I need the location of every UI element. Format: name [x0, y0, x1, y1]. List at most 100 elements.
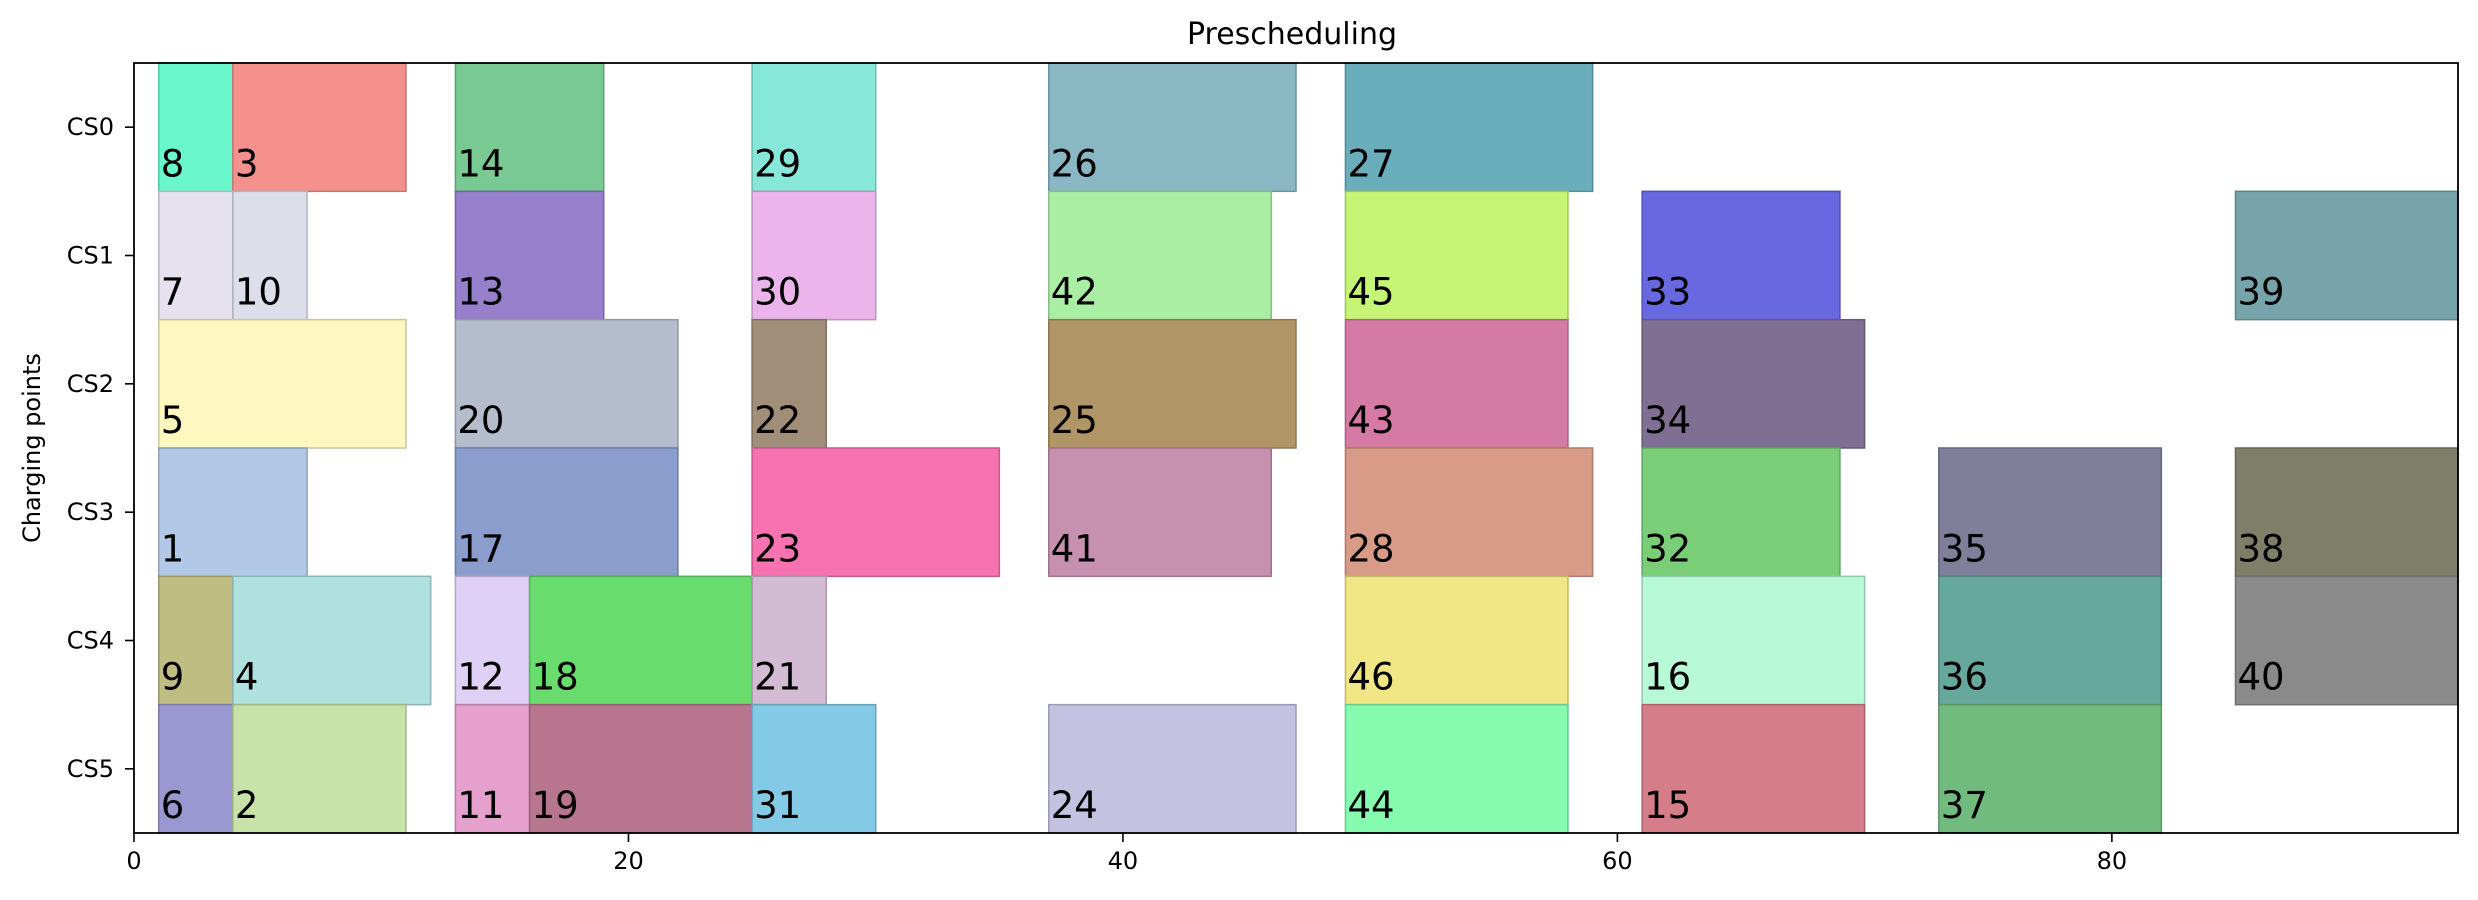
- x-tick-label-20: 20: [613, 847, 644, 875]
- task-bar-28: [1344, 447, 1594, 578]
- task-label-5: 5: [161, 399, 185, 442]
- task-bar-3: [232, 62, 407, 193]
- task-label-39: 39: [2237, 271, 2284, 314]
- task-bar-31: [751, 703, 877, 834]
- task-bar-22: [751, 318, 828, 449]
- task-label-30: 30: [754, 271, 801, 314]
- task-label-32: 32: [1644, 527, 1691, 570]
- task-label-42: 42: [1051, 271, 1098, 314]
- task-bar-23: [751, 447, 1001, 578]
- y-tick-label-CS1: CS1: [67, 242, 114, 270]
- plot-frame: [133, 62, 2459, 834]
- task-bar-20: [454, 318, 679, 449]
- task-bars: [157, 62, 2459, 834]
- y-tick-label-CS5: CS5: [67, 755, 114, 783]
- y-tick-label-CS0: CS0: [67, 113, 114, 141]
- task-bar-39: [2234, 190, 2459, 321]
- task-bar-37: [1938, 703, 2163, 834]
- task-label-33: 33: [1644, 271, 1691, 314]
- task-label-27: 27: [1347, 142, 1394, 185]
- task-label-9: 9: [161, 656, 185, 699]
- task-bar-12: [454, 575, 531, 706]
- task-label-8: 8: [161, 142, 185, 185]
- task-bar-26: [1048, 62, 1297, 193]
- y-tick-label-CS2: CS2: [67, 370, 114, 398]
- task-label-11: 11: [457, 784, 504, 827]
- task-label-12: 12: [457, 656, 504, 699]
- task-bar-36: [1938, 575, 2163, 706]
- task-label-16: 16: [1644, 656, 1691, 699]
- task-bar-5: [157, 318, 407, 449]
- task-bar-21: [751, 575, 828, 706]
- task-bar-9: [157, 575, 234, 706]
- task-label-20: 20: [457, 399, 504, 442]
- task-bar-38: [2234, 447, 2459, 578]
- task-label-45: 45: [1347, 271, 1394, 314]
- x-tick-label-40: 40: [1108, 847, 1139, 875]
- y-axis-title: Charging points: [18, 353, 46, 543]
- task-label-10: 10: [235, 271, 282, 314]
- task-bar-33: [1641, 190, 1841, 321]
- task-label-44: 44: [1347, 784, 1394, 827]
- y-tick-label-CS4: CS4: [67, 627, 114, 655]
- task-bar-16: [1641, 575, 1866, 706]
- task-label-1: 1: [161, 527, 185, 570]
- x-axis: 0 20 40 60 80: [126, 833, 2127, 875]
- task-label-29: 29: [754, 142, 801, 185]
- task-label-18: 18: [532, 656, 579, 699]
- task-bar-10: [232, 190, 308, 321]
- task-label-7: 7: [161, 271, 185, 314]
- task-label-22: 22: [754, 399, 801, 442]
- y-tick-label-CS3: CS3: [67, 498, 114, 526]
- task-labels: 8 3 14 29 26 277 10 13 30 42 45 33 395 20 22 25 43 341 17 2…: [161, 142, 2285, 827]
- task-bar-44: [1344, 703, 1569, 834]
- task-bar-2: [232, 703, 407, 834]
- task-label-23: 23: [754, 527, 801, 570]
- y-axis: CS0 CS1 CS2 CS3 CS4 CS5: [67, 113, 134, 783]
- x-tick-label-60: 60: [1602, 847, 1633, 875]
- task-bar-25: [1048, 318, 1297, 449]
- task-label-46: 46: [1347, 656, 1394, 699]
- task-bar-11: [454, 703, 531, 834]
- task-bar-43: [1344, 318, 1569, 449]
- task-label-3: 3: [235, 142, 259, 185]
- chart-title: Prescheduling: [1187, 17, 1397, 52]
- task-label-26: 26: [1051, 142, 1098, 185]
- task-label-17: 17: [457, 527, 504, 570]
- task-bar-24: [1048, 703, 1297, 834]
- task-label-31: 31: [754, 784, 801, 827]
- task-label-38: 38: [2237, 527, 2284, 570]
- task-label-28: 28: [1347, 527, 1394, 570]
- task-bar-27: [1344, 62, 1594, 193]
- task-bar-17: [454, 447, 679, 578]
- task-bar-41: [1048, 447, 1273, 578]
- x-tick-label-0: 0: [126, 847, 141, 875]
- task-label-41: 41: [1051, 527, 1098, 570]
- task-label-43: 43: [1347, 399, 1394, 442]
- task-label-14: 14: [457, 142, 504, 185]
- task-bar-40: [2234, 575, 2459, 706]
- task-bar-35: [1938, 447, 2163, 578]
- task-bar-30: [751, 190, 877, 321]
- task-label-25: 25: [1051, 399, 1098, 442]
- task-label-37: 37: [1941, 784, 1988, 827]
- task-bar-45: [1344, 190, 1569, 321]
- task-label-4: 4: [235, 656, 259, 699]
- task-label-36: 36: [1941, 656, 1988, 699]
- task-label-21: 21: [754, 656, 801, 699]
- task-label-24: 24: [1051, 784, 1098, 827]
- task-bar-1: [157, 447, 308, 578]
- task-label-40: 40: [2237, 656, 2284, 699]
- task-label-19: 19: [532, 784, 579, 827]
- task-label-6: 6: [161, 784, 185, 827]
- task-bar-42: [1048, 190, 1273, 321]
- task-label-2: 2: [235, 784, 259, 827]
- task-bar-15: [1641, 703, 1866, 834]
- task-label-35: 35: [1941, 527, 1988, 570]
- task-bar-4: [232, 575, 432, 706]
- task-bar-32: [1641, 447, 1841, 578]
- task-label-13: 13: [457, 271, 504, 314]
- task-label-15: 15: [1644, 784, 1691, 827]
- task-bar-29: [751, 62, 877, 193]
